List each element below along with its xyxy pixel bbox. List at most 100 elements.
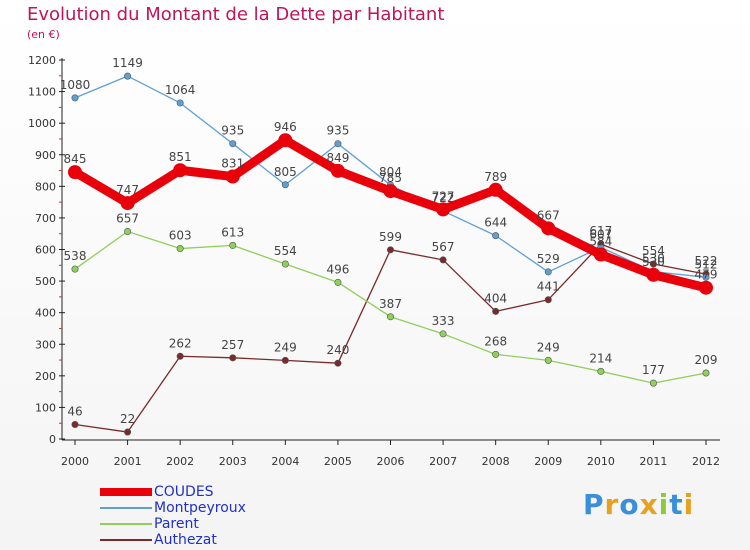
- data-point: [71, 94, 79, 102]
- data-point: [702, 273, 710, 281]
- data-point: [71, 420, 79, 428]
- x-tick-label: 2006: [377, 455, 405, 468]
- data-label: 607: [589, 227, 612, 241]
- data-label: 657: [116, 211, 139, 225]
- data-point: [492, 350, 500, 358]
- y-tick-label: 0: [49, 433, 56, 446]
- logo-letter: i: [658, 488, 670, 521]
- y-tick-label: 700: [35, 212, 56, 225]
- data-label: 845: [64, 152, 87, 166]
- data-point: [593, 247, 608, 262]
- y-tick-label: 800: [35, 180, 56, 193]
- data-point: [124, 72, 132, 80]
- data-label: 554: [274, 244, 297, 258]
- x-tick-label: 2001: [114, 455, 142, 468]
- y-tick-label: 900: [35, 149, 56, 162]
- data-point: [436, 202, 451, 217]
- data-label: 567: [432, 240, 455, 254]
- legend-item-authezat: Authezat: [100, 532, 246, 548]
- y-tick-label: 1000: [28, 117, 56, 130]
- data-point: [334, 278, 342, 286]
- data-point: [544, 268, 552, 276]
- data-label: 268: [484, 334, 507, 348]
- data-label: 804: [379, 165, 402, 179]
- legend-label: Parent: [154, 516, 199, 532]
- data-label: 599: [379, 230, 402, 244]
- x-tick-label: 2012: [692, 455, 720, 468]
- data-point: [386, 246, 394, 254]
- data-label: 520: [642, 255, 665, 269]
- data-label: 249: [537, 340, 560, 354]
- y-tick-label: 300: [35, 338, 56, 351]
- data-point: [229, 241, 237, 249]
- x-tick-label: 2010: [587, 455, 615, 468]
- data-point: [544, 356, 552, 364]
- data-point: [68, 165, 82, 180]
- x-tick-label: 2009: [534, 455, 562, 468]
- data-label: 22: [120, 412, 135, 426]
- data-point: [330, 163, 345, 178]
- data-point: [597, 367, 605, 375]
- y-tick-label: 600: [35, 244, 56, 257]
- data-label: 522: [695, 254, 718, 268]
- y-tick-label: 1200: [28, 54, 56, 67]
- data-point: [649, 260, 657, 268]
- data-label: 530: [642, 252, 665, 266]
- data-point: [488, 182, 503, 197]
- data-label: 554: [642, 244, 665, 258]
- legend-swatch: [100, 539, 152, 541]
- y-tick-label: 1100: [28, 86, 56, 99]
- data-point: [229, 140, 237, 148]
- data-label: 613: [221, 225, 244, 239]
- data-point: [646, 267, 661, 282]
- logo-letter: P: [583, 488, 605, 521]
- data-point: [281, 260, 289, 268]
- x-tick-label: 2000: [61, 455, 89, 468]
- data-point: [386, 313, 394, 321]
- data-point: [492, 307, 500, 315]
- data-label: 935: [326, 124, 349, 138]
- x-tick-label: 2008: [482, 455, 510, 468]
- data-label: 441: [537, 280, 560, 294]
- data-label: 584: [589, 235, 612, 249]
- data-label: 785: [379, 171, 402, 185]
- legend-item-montpeyroux: Montpeyroux: [100, 500, 246, 516]
- data-point: [334, 359, 342, 367]
- data-label: 214: [589, 351, 612, 365]
- x-tick-label: 2004: [271, 455, 299, 468]
- data-label: 209: [695, 353, 718, 367]
- data-point: [278, 133, 293, 148]
- data-point: [439, 256, 447, 264]
- logo-letter: x: [639, 488, 659, 521]
- data-label: 851: [169, 150, 192, 164]
- y-tick-label: 100: [35, 401, 56, 414]
- proxiti-logo: Proxiti: [583, 488, 694, 521]
- legend-label: Montpeyroux: [154, 500, 246, 516]
- data-label: 529: [537, 252, 560, 266]
- data-label: 538: [64, 249, 87, 263]
- data-point: [649, 379, 657, 387]
- legend-swatch: [100, 488, 152, 496]
- data-point: [281, 356, 289, 364]
- data-label: 946: [274, 120, 297, 134]
- chart-title: Evolution du Montant de la Dette par Hab…: [27, 4, 445, 25]
- data-label: 46: [67, 404, 82, 418]
- data-point: [71, 265, 79, 273]
- data-point: [334, 140, 342, 148]
- data-label: 644: [484, 216, 507, 230]
- data-point: [176, 245, 184, 253]
- y-tick-label: 200: [35, 370, 56, 383]
- data-point: [383, 184, 398, 199]
- data-label: 496: [326, 262, 349, 276]
- data-label: 1149: [112, 56, 143, 70]
- logo-letter: o: [619, 488, 640, 521]
- data-label: 404: [484, 291, 507, 305]
- data-label: 479: [695, 268, 718, 282]
- logo-letter: r: [604, 488, 620, 521]
- y-tick-label: 400: [35, 307, 56, 320]
- logo-letter: t: [669, 488, 684, 521]
- data-label: 512: [695, 257, 718, 271]
- data-point: [492, 232, 500, 240]
- data-label: 333: [432, 314, 455, 328]
- data-label: 262: [169, 336, 192, 350]
